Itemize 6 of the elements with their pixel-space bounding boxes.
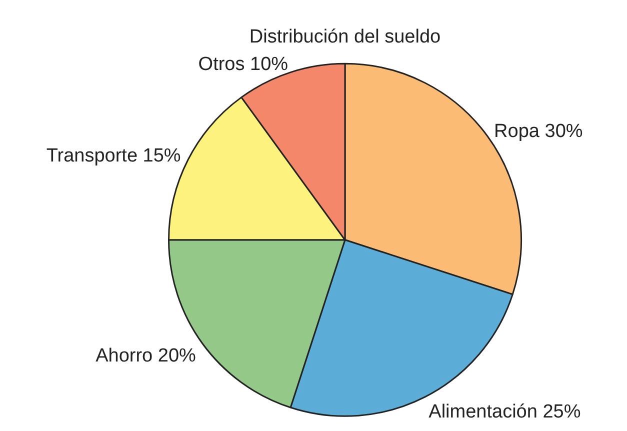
slice-label: Alimentación 25% bbox=[428, 401, 581, 422]
chart-title: Distribución del sueldo bbox=[249, 26, 441, 48]
slice-label: Ahorro 20% bbox=[96, 345, 196, 366]
slice-label: Ropa 30% bbox=[494, 120, 583, 142]
slice-label: Transporte 15% bbox=[46, 145, 181, 166]
slice-label: Otros 10% bbox=[198, 54, 288, 75]
